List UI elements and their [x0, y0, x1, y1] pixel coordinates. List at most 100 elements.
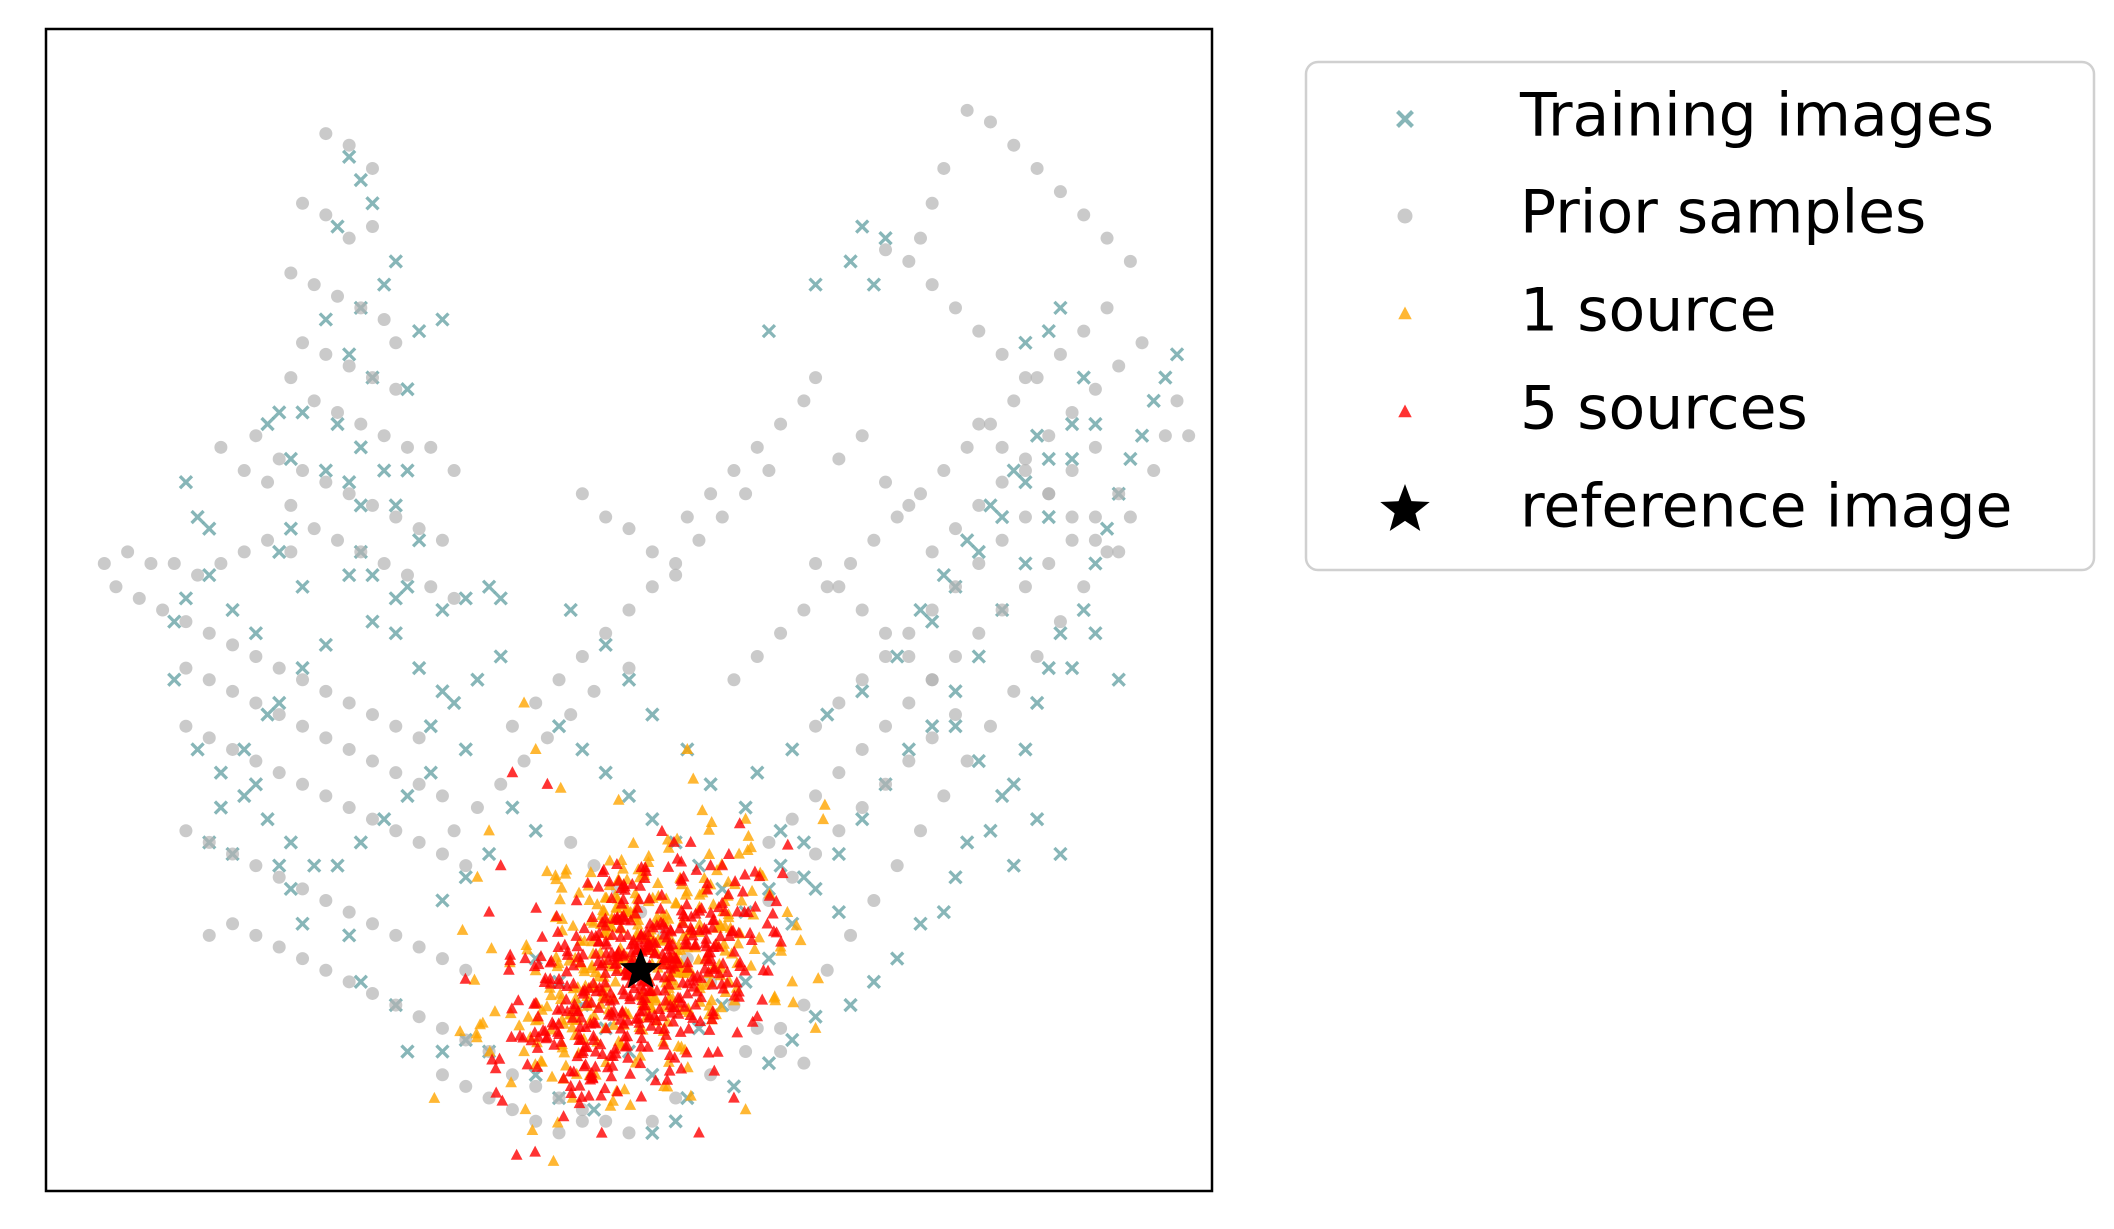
five_sources-point — [637, 999, 650, 1011]
prior-point — [284, 371, 298, 385]
five_sources-point — [679, 938, 692, 950]
training-point — [668, 1114, 683, 1129]
prior-point — [960, 754, 974, 768]
prior-point — [377, 313, 391, 326]
five_sources-point — [610, 956, 623, 969]
prior-point — [879, 649, 893, 663]
five_sources-point — [578, 1060, 591, 1072]
one_source-point — [569, 991, 582, 1004]
training-point — [948, 684, 963, 699]
prior-point — [1135, 336, 1149, 350]
training-point — [808, 277, 823, 292]
one_source-point — [521, 943, 534, 955]
five_sources-point — [648, 946, 661, 958]
training-point — [493, 649, 508, 664]
prior-point — [762, 835, 776, 849]
five_sources-point — [483, 905, 495, 917]
five_sources-point — [503, 963, 515, 975]
prior-point — [202, 928, 216, 942]
five_sources-point — [621, 1039, 634, 1051]
one_source-point — [578, 962, 590, 974]
five_sources-point — [675, 1062, 688, 1074]
five_sources-point — [506, 1002, 518, 1014]
prior-point — [424, 440, 438, 454]
five_sources-point — [705, 952, 717, 964]
five_sources-point — [708, 1064, 721, 1076]
prior-point — [1042, 429, 1056, 443]
training-point — [808, 881, 823, 897]
five_sources-point — [719, 905, 731, 917]
five_sources-point — [693, 1126, 705, 1138]
training-point — [994, 788, 1010, 804]
prior-point — [925, 545, 939, 559]
five_sources-point — [585, 996, 598, 1008]
prior-point — [750, 649, 764, 663]
prior-point — [191, 568, 205, 582]
prior-point — [832, 580, 846, 594]
prior-point — [809, 371, 823, 385]
five_sources-point — [643, 892, 656, 904]
prior-point — [995, 475, 1009, 489]
training-point — [388, 626, 403, 641]
five_sources-point — [745, 933, 758, 945]
training-point — [796, 835, 812, 850]
prior-point — [972, 557, 986, 571]
prior-point — [389, 382, 403, 396]
five_sources-point — [701, 883, 714, 895]
training-point — [365, 614, 380, 629]
legend-label-training: Training images — [1519, 81, 1994, 151]
training-point — [272, 858, 287, 873]
prior-point — [995, 533, 1009, 547]
prior-point — [809, 557, 823, 571]
prior-point — [669, 557, 683, 571]
training-point — [959, 835, 975, 850]
training-point — [831, 904, 847, 920]
five_sources-point — [585, 1066, 598, 1078]
one_source-point — [454, 1025, 466, 1037]
prior-point — [680, 510, 694, 524]
prior-point — [447, 591, 461, 605]
prior-point — [692, 533, 706, 547]
five_sources-point — [553, 972, 565, 984]
training-point — [645, 1125, 660, 1141]
training-point — [435, 312, 450, 327]
five_sources-point — [733, 817, 746, 829]
one_source-point — [812, 972, 825, 984]
five_sources-point — [552, 925, 564, 937]
five_sources-point — [571, 940, 584, 952]
one_source-point — [652, 961, 664, 973]
five_sources-point — [596, 957, 609, 969]
prior-point — [925, 278, 939, 292]
one_source-point — [520, 938, 533, 951]
one_source-point — [468, 973, 481, 985]
training-point — [1041, 451, 1056, 467]
prior-point — [820, 963, 834, 977]
training-point — [190, 742, 205, 757]
prior-point — [400, 440, 414, 454]
training-point — [983, 498, 998, 513]
prior-point — [331, 289, 344, 303]
legend-markers — [1380, 110, 1430, 532]
prior-point — [202, 626, 216, 640]
training-point — [913, 916, 928, 931]
five_sources-point — [558, 938, 571, 950]
five_sources-point — [647, 921, 659, 933]
five_sources-point — [600, 1022, 613, 1034]
training-point — [365, 196, 380, 211]
one_source-point — [787, 996, 800, 1008]
five_sources-point — [666, 938, 679, 950]
training-point — [1053, 626, 1068, 641]
five_sources-point — [614, 1013, 627, 1025]
five_sources-point — [599, 1082, 611, 1094]
prior-point — [389, 998, 403, 1012]
five_sources-point — [634, 879, 647, 891]
prior-point — [296, 777, 310, 791]
prior-point — [179, 719, 193, 733]
five_sources-point — [663, 1064, 676, 1076]
prior-point — [1053, 185, 1067, 199]
five_sources-point — [632, 1012, 645, 1024]
prior-point — [296, 673, 310, 687]
five_sources-point — [626, 952, 639, 964]
five_sources-point — [635, 1032, 648, 1044]
one_source-point — [715, 1001, 727, 1013]
